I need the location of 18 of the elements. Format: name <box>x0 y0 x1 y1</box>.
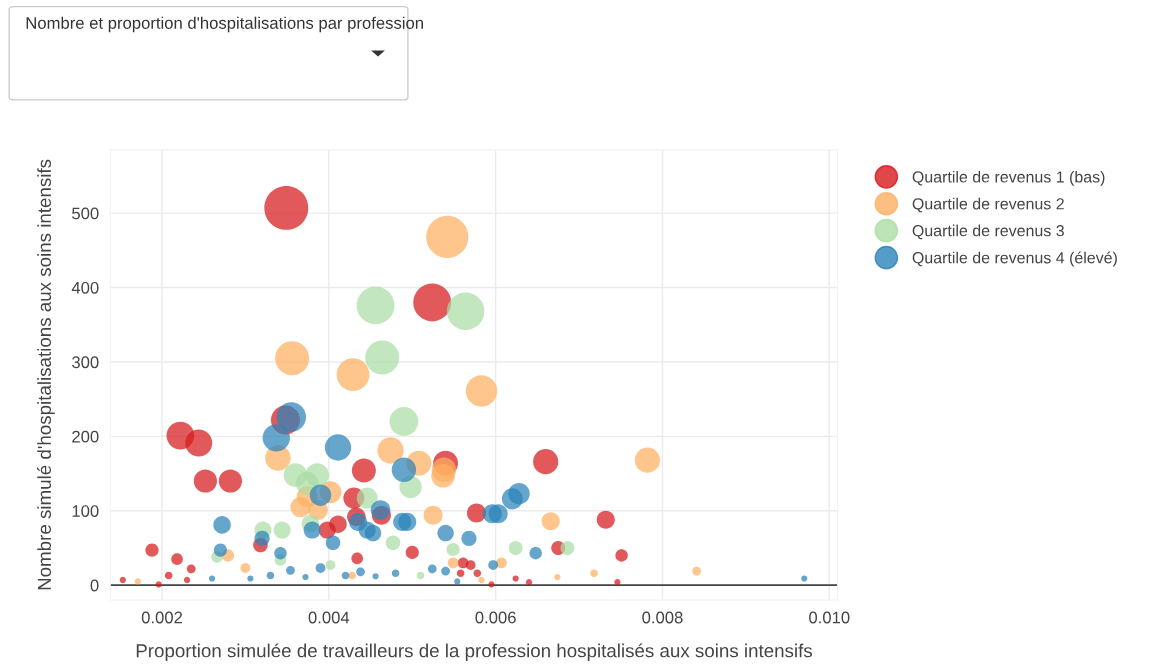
legend-label: Quartile de revenus 4 (élevé) <box>912 251 1117 267</box>
legend-label: Quartile de revenus 3 <box>912 224 1064 240</box>
y-tick-label: 0 <box>90 579 99 592</box>
x-tick-label: 0.002 <box>141 611 183 624</box>
chart-title: Nombre et proportion d'hospitalisations par profession <box>26 16 423 33</box>
y-tick-label: 200 <box>72 430 99 443</box>
x-tick-label: 0.010 <box>809 611 850 624</box>
y-tick-label: 100 <box>72 505 99 517</box>
x-tick-label: 0.008 <box>642 611 683 624</box>
x-tick-label: 0.004 <box>308 611 350 624</box>
y-axis-title: Nombre simulé d'hospitalisations aux soins intensifs <box>37 159 55 590</box>
y-tick-label: 400 <box>71 281 99 294</box>
legend-label: Quartile de revenus 2 <box>912 197 1064 213</box>
y-tick-label: 500 <box>72 207 99 220</box>
legend-label: Quartile de revenus 1 (bas) <box>912 170 1105 186</box>
x-axis-title: Proportion simulée de travailleurs de la profession hospitalisés aux soins intensifs <box>136 643 813 662</box>
x-tick-label: 0.006 <box>475 611 516 624</box>
y-tick-label: 300 <box>72 356 99 369</box>
